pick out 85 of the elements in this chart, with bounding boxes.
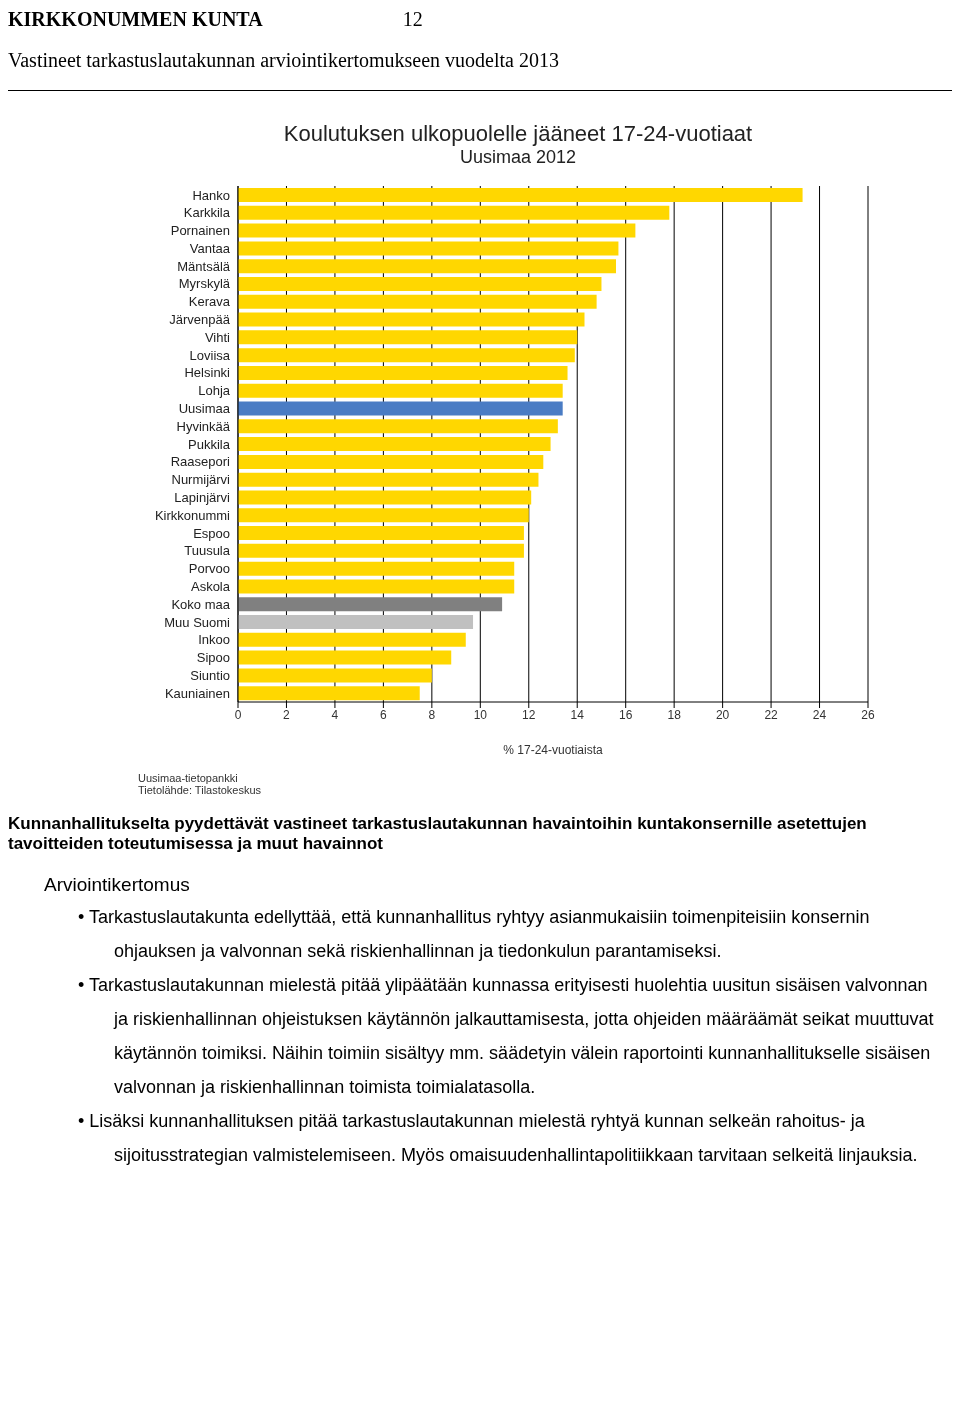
bar bbox=[238, 383, 563, 398]
bar bbox=[238, 454, 544, 469]
x-tick-label: 24 bbox=[812, 707, 827, 722]
y-tick-label: Hyvinkää bbox=[176, 418, 231, 434]
x-tick-label: 4 bbox=[331, 707, 339, 722]
bar bbox=[238, 365, 568, 380]
bar bbox=[238, 543, 524, 558]
y-tick-label: Lapinjärvi bbox=[174, 489, 231, 505]
y-tick-label: Muu Suomi bbox=[164, 614, 231, 630]
y-tick-label: Pornainen bbox=[170, 223, 230, 239]
y-tick-label: Nurmijärvi bbox=[171, 472, 231, 488]
y-tick-label: Karkkila bbox=[183, 205, 231, 221]
bar bbox=[238, 437, 551, 452]
bar bbox=[238, 188, 803, 202]
text: Uusimaa-tietopankki bbox=[138, 772, 238, 784]
bar bbox=[238, 241, 619, 256]
y-tick-label: Helsinki bbox=[184, 365, 231, 381]
text: Tietolähde: Tilastokeskus bbox=[138, 784, 262, 796]
y-tick-label: Myrskylä bbox=[178, 276, 231, 292]
y-tick-label: Uusimaa bbox=[178, 401, 231, 417]
x-tick-label: 12 bbox=[522, 707, 536, 722]
x-tick-label: 18 bbox=[667, 707, 682, 722]
x-tick-label: 0 bbox=[234, 707, 242, 722]
bar bbox=[238, 650, 452, 665]
bar bbox=[238, 561, 515, 576]
y-tick-label: Kirkkonummi bbox=[154, 507, 231, 523]
bar bbox=[238, 312, 585, 327]
y-tick-label: Kerava bbox=[188, 294, 231, 310]
y-tick-label: Hanko bbox=[192, 187, 230, 203]
text: • Tarkastuslautakunnan mielestä pitää ylipäätään kunnassa erityisesti huolehtia uusitun sisäisen valvonnan ja riskienhallinnan ohjeistuksen käytännön jalkauttamisesta, jotta ohjeiden määräämät seikat muuttuvat käytännön toimiksi. Näihin toimiin sisältyy mm. säädetyin välein raportointi kunnanhallitukselle sisäisen valvonnan ja riskienhallinnan toimista toimialatasolla. bbox=[78, 974, 935, 1099]
bar bbox=[238, 579, 515, 594]
bar bbox=[238, 615, 474, 630]
text: Vastineet tarkastuslautakunnan arviointikertomukseen vuodelta 2013 bbox=[8, 49, 952, 91]
bar bbox=[238, 401, 563, 416]
bar bbox=[238, 223, 636, 238]
chart-title: Koulutuksen ulkopuolelle jääneet 17-24-vuotiaat bbox=[282, 121, 754, 147]
y-tick-label: Koko maa bbox=[171, 596, 231, 612]
y-tick-label: Vantaa bbox=[189, 240, 231, 256]
y-tick-label: Loviisa bbox=[189, 347, 231, 363]
bar bbox=[238, 508, 529, 523]
y-tick-label: Espoo bbox=[193, 525, 230, 541]
y-tick-label: Pukkila bbox=[188, 436, 231, 452]
y-tick-label: Raasepori bbox=[170, 454, 231, 470]
chart-subtitle: Uusimaa 2012 bbox=[458, 147, 578, 168]
text: Arviointikertomus bbox=[44, 874, 191, 896]
bar bbox=[238, 686, 420, 701]
y-tick-label: Askola bbox=[190, 578, 231, 594]
bar bbox=[238, 472, 539, 487]
text: 12 bbox=[402, 8, 423, 31]
x-tick-label: 20 bbox=[715, 707, 730, 722]
bar bbox=[238, 205, 670, 220]
y-tick-label: Sipoo bbox=[196, 650, 230, 666]
bar bbox=[238, 348, 575, 363]
x-tick-label: 8 bbox=[428, 707, 436, 722]
x-tick-label: 16 bbox=[619, 707, 633, 722]
bar bbox=[238, 526, 524, 541]
text: Kunnanhallitukselta pyydettävät vastineet tarkastuslautakunnan havaintoihin kuntakonsernille asetettujen tavoitteiden toteutumisessa ja muut havainnot bbox=[8, 814, 868, 854]
bar bbox=[238, 490, 532, 505]
x-tick-label: 22 bbox=[764, 707, 779, 722]
text: • Lisäksi kunnanhallituksen pitää tarkastuslautakunnan mielestä ryhtyä kunnan selkeän rahoitus- ja sijoitusstrategian valmistelemiseen. Myös omaisuudenhallintapolitiikkaan tarvitaan selkeitä linjauksia. bbox=[78, 1110, 919, 1167]
y-tick-label: Vihti bbox=[204, 329, 231, 345]
y-tick-label: Järvenpää bbox=[169, 312, 231, 328]
y-tick-label: Mäntsälä bbox=[177, 258, 231, 274]
y-tick-label: Kauniainen bbox=[164, 685, 230, 701]
bar bbox=[238, 597, 503, 612]
x-tick-label: 26 bbox=[861, 707, 875, 722]
bar bbox=[238, 632, 466, 647]
text: • Tarkastuslautakunta edellyttää, että kunnanhallitus ryhtyy asianmukaisiin toimenpiteisiin konsernin ohjauksen ja valvonnan sekä riskienhallinnan ja tiedonkulun parantamiseksi. bbox=[78, 906, 871, 963]
x-tick-label: 2 bbox=[283, 707, 291, 722]
bar bbox=[238, 330, 578, 345]
bar bbox=[238, 259, 616, 274]
x-tick-label: 6 bbox=[380, 707, 388, 722]
y-tick-label: Inkoo bbox=[198, 632, 230, 648]
y-tick-label: Tuusula bbox=[184, 543, 231, 559]
bar bbox=[238, 419, 558, 434]
x-tick-label: 14 bbox=[570, 707, 585, 722]
text: KIRKKONUMMEN KUNTA bbox=[8, 8, 263, 31]
bar bbox=[238, 294, 597, 309]
x-tick-label: 10 bbox=[473, 707, 488, 722]
bar bbox=[238, 668, 432, 683]
y-tick-label: Siuntio bbox=[190, 667, 230, 683]
y-tick-label: Lohja bbox=[198, 383, 231, 399]
x-axis-title: % 17-24-vuotiaista bbox=[503, 743, 604, 757]
bar bbox=[238, 276, 602, 291]
y-tick-label: Porvoo bbox=[188, 561, 230, 577]
